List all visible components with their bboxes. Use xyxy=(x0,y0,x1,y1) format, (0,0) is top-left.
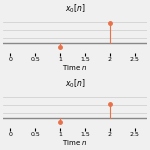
X-axis label: Time $n$: Time $n$ xyxy=(62,63,88,72)
Title: $x_0[n]$: $x_0[n]$ xyxy=(65,78,85,90)
Title: $x_0[n]$: $x_0[n]$ xyxy=(65,3,85,15)
X-axis label: Time $n$: Time $n$ xyxy=(62,138,88,147)
